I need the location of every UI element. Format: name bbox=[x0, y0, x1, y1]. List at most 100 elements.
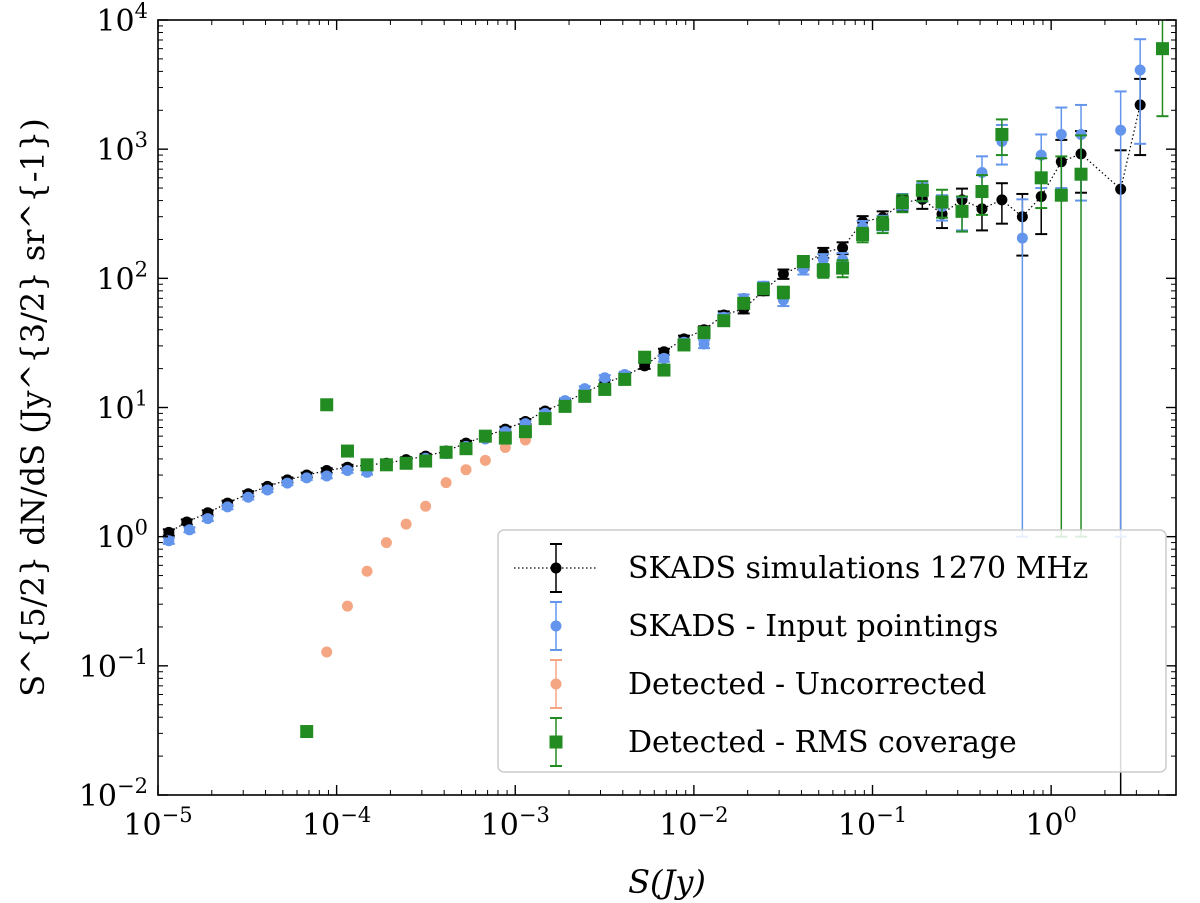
legend-entry-1: SKADS simulations 1270 MHz bbox=[514, 543, 1088, 593]
legend-entry-2: SKADS - Input pointings bbox=[550, 601, 998, 651]
data-point bbox=[361, 565, 373, 577]
tick-exponent: −3 bbox=[519, 803, 550, 827]
data-point bbox=[380, 537, 392, 549]
tick-exponent: 2 bbox=[135, 257, 148, 281]
data-point bbox=[618, 372, 632, 386]
data-point bbox=[599, 372, 611, 384]
x-tick-label: 10−2 bbox=[659, 803, 728, 843]
tick-base: 10 bbox=[96, 392, 134, 427]
data-point bbox=[598, 382, 612, 396]
data-point bbox=[777, 268, 789, 280]
data-point bbox=[478, 429, 492, 443]
tick-base: 10 bbox=[838, 808, 876, 843]
x-tick-label: 10−3 bbox=[481, 803, 550, 843]
data-point bbox=[320, 398, 334, 412]
data-point bbox=[717, 314, 731, 328]
data-point bbox=[399, 456, 413, 470]
data-point bbox=[1074, 167, 1088, 181]
data-point bbox=[518, 425, 532, 439]
data-point bbox=[935, 195, 949, 209]
x-axis-label: S(Jy) bbox=[628, 863, 706, 901]
data-point bbox=[776, 285, 790, 299]
data-point bbox=[440, 477, 452, 489]
legend-entry-4: Detected - RMS coverage bbox=[549, 717, 1017, 767]
x-tick-label: 10−4 bbox=[302, 803, 371, 843]
legend-marker bbox=[550, 678, 562, 690]
data-point bbox=[163, 526, 175, 538]
tick-exponent: −4 bbox=[340, 803, 371, 827]
data-point bbox=[300, 725, 314, 739]
tick-exponent: 1 bbox=[135, 387, 148, 411]
legend-marker bbox=[550, 562, 562, 574]
data-point bbox=[836, 261, 850, 275]
y-tick-label: 10−2 bbox=[79, 774, 148, 814]
y-tick-label: 102 bbox=[96, 257, 148, 297]
data-point bbox=[677, 338, 691, 352]
tick-base: 10 bbox=[96, 4, 134, 39]
data-point bbox=[479, 454, 491, 466]
data-point bbox=[698, 338, 710, 350]
tick-base: 10 bbox=[659, 808, 697, 843]
data-point bbox=[439, 445, 453, 459]
legend-marker bbox=[550, 620, 562, 632]
data-point bbox=[558, 399, 572, 413]
tick-base: 10 bbox=[96, 262, 134, 297]
tick-exponent: −5 bbox=[162, 803, 193, 827]
tick-base: 10 bbox=[96, 133, 134, 168]
x-tick-label: 10−5 bbox=[123, 803, 192, 843]
data-point bbox=[222, 501, 234, 513]
y-axis-label: S^{5/2} dN/dS (Jy^{3/2} sr^{-1}) bbox=[14, 118, 52, 696]
data-point bbox=[756, 282, 770, 296]
legend-marker bbox=[549, 735, 563, 749]
data-point bbox=[817, 253, 829, 265]
data-point bbox=[261, 484, 273, 496]
tick-exponent: −2 bbox=[697, 803, 728, 827]
x-tick-label: 100 bbox=[1025, 803, 1077, 843]
data-point bbox=[638, 350, 652, 364]
tick-exponent: −2 bbox=[117, 774, 148, 798]
data-point bbox=[697, 326, 711, 340]
data-point bbox=[242, 491, 254, 503]
data-point bbox=[419, 454, 433, 468]
data-point bbox=[915, 183, 929, 197]
legend-label: SKADS - Input pointings bbox=[628, 609, 998, 644]
y-tick-label: 104 bbox=[96, 0, 148, 39]
data-point bbox=[341, 465, 353, 477]
data-point bbox=[360, 458, 374, 472]
data-point bbox=[995, 127, 1009, 141]
data-point bbox=[876, 217, 890, 231]
legend-label: Detected - RMS coverage bbox=[628, 725, 1017, 760]
data-point bbox=[281, 477, 293, 489]
data-point bbox=[341, 600, 353, 612]
data-point bbox=[816, 263, 830, 277]
axes: 10−5 10−4 10−3 10−2 10−1 10010−210−1100101102… bbox=[14, 0, 1177, 901]
data-point bbox=[460, 464, 472, 476]
data-point bbox=[499, 442, 511, 454]
tick-base: 10 bbox=[481, 808, 519, 843]
tick-base: 10 bbox=[1025, 808, 1063, 843]
x-tick-label: 10−1 bbox=[838, 803, 907, 843]
data-point bbox=[737, 296, 751, 310]
data-point bbox=[163, 535, 175, 547]
data-point bbox=[578, 389, 592, 403]
data-point bbox=[400, 518, 412, 530]
data-point bbox=[498, 431, 512, 445]
data-point bbox=[996, 194, 1008, 206]
tick-exponent: −1 bbox=[876, 803, 907, 827]
data-point bbox=[975, 185, 989, 199]
legend: SKADS simulations 1270 MHz SKADS - Input … bbox=[497, 529, 1167, 773]
tick-exponent: 0 bbox=[135, 516, 148, 540]
data-point bbox=[379, 458, 393, 472]
legend-entry-3: Detected - Uncorrected bbox=[550, 659, 986, 709]
data-point bbox=[1016, 232, 1028, 244]
data-point bbox=[1134, 64, 1146, 76]
data-point bbox=[1034, 171, 1048, 185]
tick-exponent: −1 bbox=[117, 645, 148, 669]
data-point bbox=[895, 196, 909, 210]
data-point bbox=[955, 204, 969, 218]
data-point bbox=[1054, 188, 1068, 202]
data-point bbox=[202, 513, 214, 525]
data-point bbox=[538, 412, 552, 426]
data-point bbox=[459, 442, 473, 456]
